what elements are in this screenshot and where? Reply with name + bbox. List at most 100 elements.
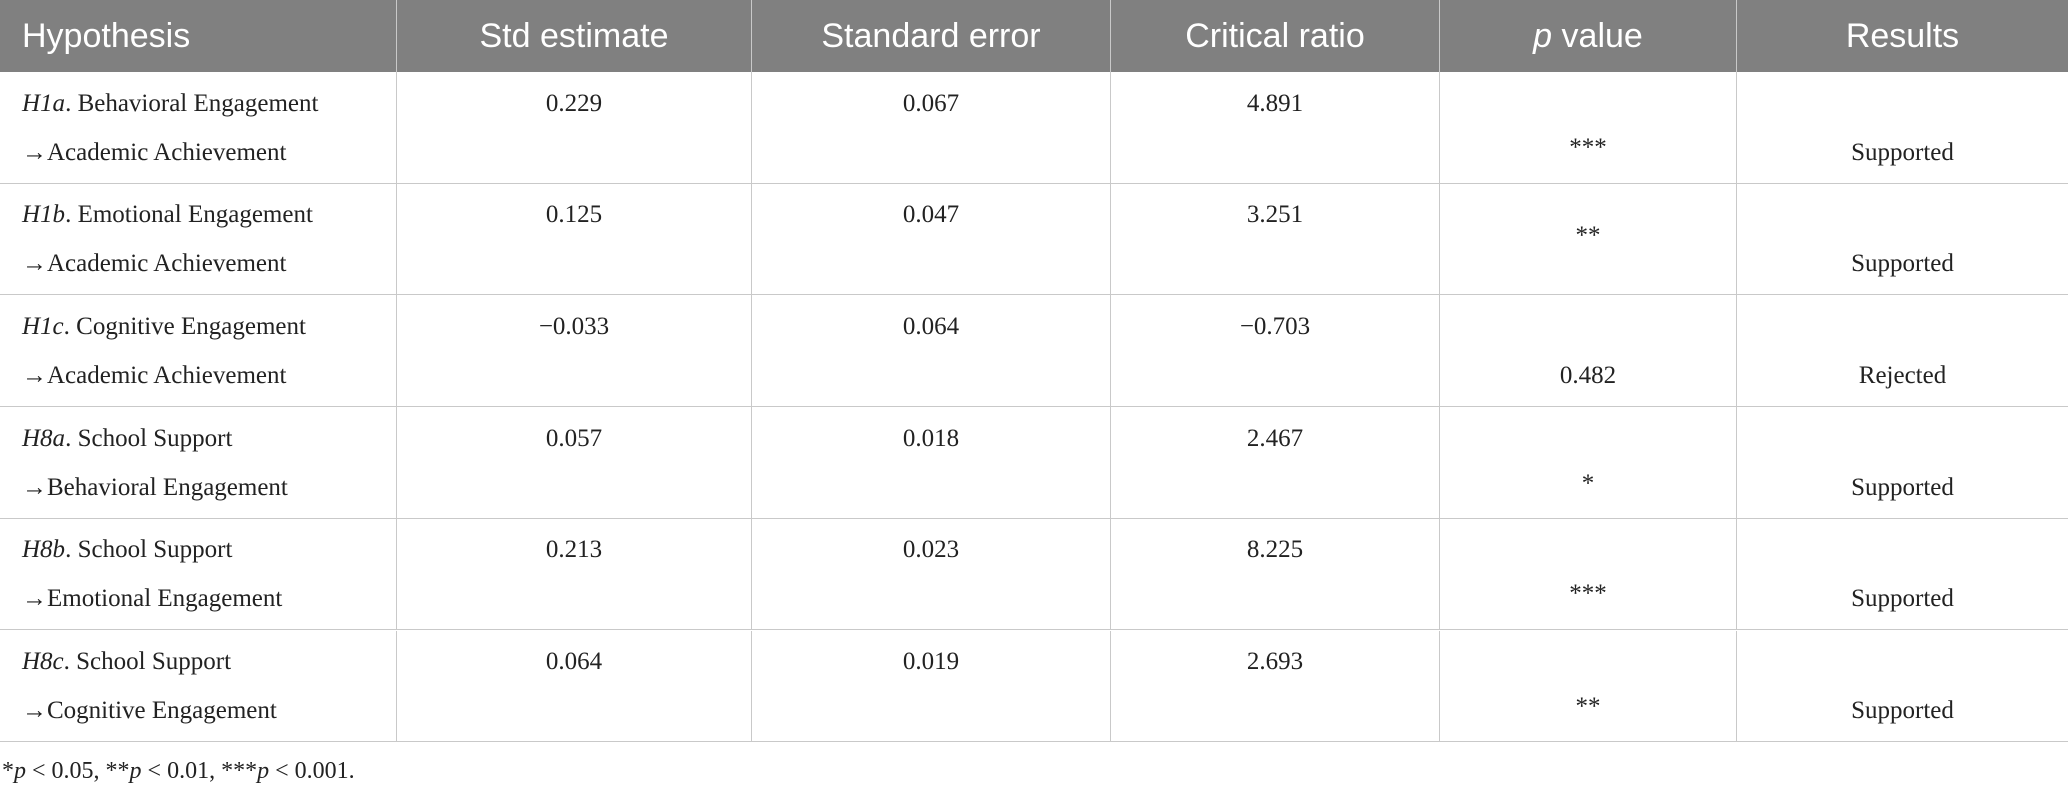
hypothesis-cell: H1a. Behavioral Engagement →Academic Achi…: [0, 72, 397, 184]
value: 3.251: [1246, 201, 1304, 229]
value-cell: 0.023: [752, 518, 1111, 631]
hypothesis-id: H1c: [22, 312, 64, 340]
value-cell: Supported: [1737, 631, 2068, 743]
hypothesis-id: H8c: [22, 648, 64, 675]
value: 0.229: [545, 89, 603, 117]
value-cell: ***: [1440, 518, 1737, 631]
hypothesis-cell: H8c. School Support →Cognitive Engagement: [0, 630, 397, 743]
hypothesis-line: H1c. Cognitive Engagement: [22, 313, 396, 341]
value: 0.019: [902, 648, 960, 675]
result: Supported: [1851, 138, 1954, 166]
value-cell: **: [1440, 183, 1737, 296]
value-cell: Supported: [1737, 407, 2068, 519]
hypothesis-target: →Academic Achievement: [22, 138, 287, 166]
value-cell: −0.033: [397, 295, 752, 408]
hypothesis-target: →Cognitive Engagement: [22, 697, 277, 725]
result: Supported: [1851, 585, 1954, 613]
value-cell: **: [1440, 630, 1737, 743]
header-text: Results: [1845, 16, 1960, 55]
footnote-part: p: [129, 758, 142, 784]
header-text: Standard error: [821, 16, 1041, 55]
hypothesis-id: H8a: [22, 424, 66, 452]
value-cell: 0.064: [752, 295, 1111, 408]
p-value: 0.482: [1559, 362, 1617, 390]
header-italic: p: [1533, 16, 1553, 55]
result: Supported: [1851, 473, 1954, 501]
header-cell: Results: [1737, 0, 2068, 72]
value-cell: 4.891: [1111, 72, 1440, 184]
value-cell: 0.019: [752, 630, 1111, 743]
value-cell: 0.018: [752, 407, 1111, 519]
value: 0.213: [545, 536, 603, 564]
header-text: value: [1552, 16, 1643, 55]
p-value: ***: [1569, 579, 1607, 607]
hypothesis-text: . Cognitive Engagement: [63, 312, 306, 340]
p-value: **: [1575, 692, 1601, 720]
header-text: Std estimate: [479, 16, 669, 55]
value: 0.067: [902, 89, 960, 117]
p-value: *: [1581, 470, 1595, 498]
result: Supported: [1851, 250, 1954, 278]
header-text: Critical ratio: [1185, 16, 1365, 55]
hypothesis-line: H1b. Emotional Engagement: [22, 201, 396, 229]
hypothesis-text: . School Support: [63, 648, 232, 675]
header-cell: Hypothesis: [0, 0, 397, 72]
header-text: Hypothesis: [22, 16, 191, 55]
hypothesis-cell: H8a. School Support →Behavioral Engagemen…: [0, 407, 397, 519]
footnote-part: < 0.05, **: [26, 758, 130, 784]
p-value: ***: [1569, 134, 1607, 162]
value-cell: 0.125: [397, 183, 752, 296]
hypothesis-id: H8b: [22, 536, 66, 564]
value-cell: 0.064: [397, 630, 752, 743]
header-cell: Standard error: [752, 0, 1111, 72]
value-cell: ***: [1440, 72, 1737, 184]
footnote-part: < 0.001.: [269, 758, 355, 784]
value: 4.891: [1246, 89, 1304, 117]
hypothesis-target: →Academic Achievement: [22, 362, 287, 390]
hypothesis-text: . Behavioral Engagement: [65, 89, 319, 117]
value-cell: *: [1440, 407, 1737, 519]
hypothesis-line: H8c. School Support: [22, 648, 396, 676]
hypothesis-line: H8b. School Support: [22, 536, 396, 564]
value-cell: 2.693: [1111, 630, 1440, 743]
value-cell: 0.057: [397, 407, 752, 519]
value-cell: Supported: [1737, 184, 2068, 296]
result: Rejected: [1858, 362, 1947, 390]
value-cell: 0.213: [397, 518, 752, 631]
value: −0.703: [1239, 312, 1311, 340]
footnote-part: p: [14, 758, 26, 784]
value: −0.033: [538, 312, 610, 340]
value-cell: 2.467: [1111, 407, 1440, 519]
hypothesis-line: H1a. Behavioral Engagement: [22, 90, 396, 118]
hypothesis-text: . School Support: [65, 424, 233, 452]
value-cell: 8.225: [1111, 518, 1440, 631]
value-cell: Supported: [1737, 519, 2068, 631]
value: 2.467: [1246, 424, 1304, 452]
hypothesis-target: →Behavioral Engagement: [22, 473, 288, 501]
p-value: **: [1575, 222, 1601, 250]
value: 0.064: [902, 312, 960, 340]
header-cell: p value: [1440, 0, 1737, 72]
value: 0.125: [545, 201, 603, 229]
value: 8.225: [1246, 536, 1304, 564]
hypothesis-text: . Emotional Engagement: [65, 201, 313, 229]
header-cell: Std estimate: [397, 0, 752, 72]
value-cell: Rejected: [1737, 295, 2068, 408]
footnote-part: < 0.01, ***: [141, 758, 258, 784]
hypothesis-cell: H8b. School Support →Emotional Engagement: [0, 518, 397, 631]
hypothesis-cell: H1b. Emotional Engagement →Academic Achie…: [0, 183, 397, 296]
value: 0.018: [902, 424, 960, 452]
value: 2.693: [1246, 648, 1304, 675]
value-cell: 0.067: [752, 72, 1111, 184]
hypothesis-id: H1b: [22, 201, 66, 229]
hypothesis-cell: H1c. Cognitive Engagement →Academic Achie…: [0, 295, 397, 408]
hypothesis-target: →Emotional Engagement: [22, 585, 283, 613]
hypothesis-text: . School Support: [65, 536, 233, 564]
hypothesis-line: H8a. School Support: [22, 425, 396, 453]
header-cell: Critical ratio: [1111, 0, 1440, 72]
hypothesis-id: H1a: [22, 89, 66, 117]
value-cell: 0.047: [752, 183, 1111, 296]
value: 0.057: [545, 424, 603, 452]
value-cell: 0.482: [1440, 295, 1737, 408]
